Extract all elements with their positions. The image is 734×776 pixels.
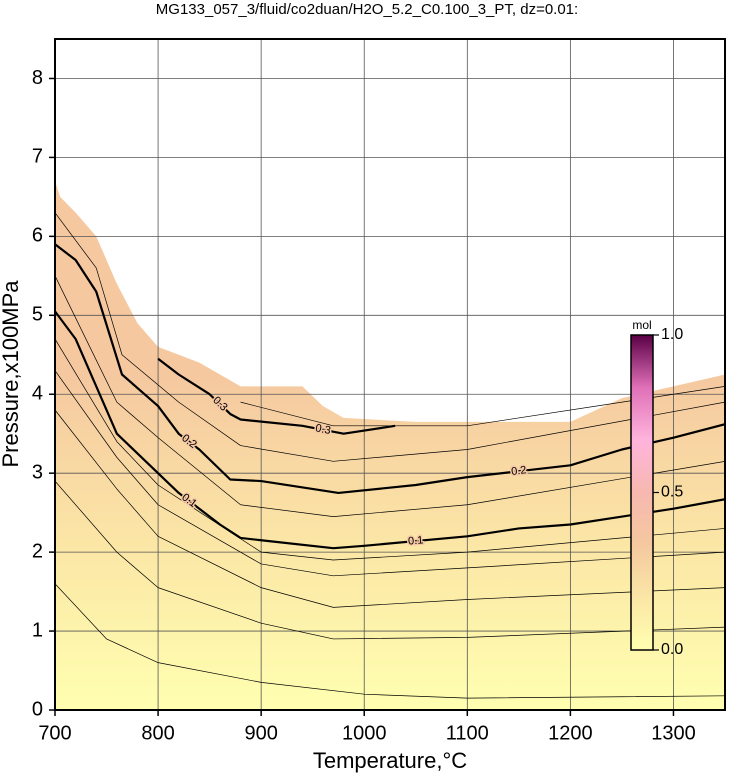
contour-label: 0.3 [314, 422, 331, 437]
chart-title: MG133_057_3/fluid/co2duan/H2O_5.2_C0.100… [156, 1, 578, 18]
contour-minor [240, 385, 725, 427]
plot-frame [54, 38, 726, 711]
contour-minor [55, 275, 725, 517]
contour-major [55, 310, 725, 550]
y-tick-label: 4 [32, 383, 43, 405]
contour-minor [55, 370, 725, 577]
contour-minor [55, 212, 725, 462]
y-axis-label: Pressure,x100MPa [0, 280, 23, 468]
y-tick-label: 0 [32, 698, 43, 720]
contour-minor [55, 480, 725, 640]
x-tick-label: 1000 [342, 722, 387, 744]
y-tick-label: 2 [32, 540, 43, 562]
x-tick-label: 900 [244, 722, 277, 744]
contour-label: 0.1 [408, 534, 424, 547]
y-tick-label: 3 [32, 461, 43, 483]
x-tick-label: 1200 [548, 722, 593, 744]
colorbar [630, 334, 654, 651]
contour-minor [55, 409, 725, 608]
contour-major [157, 357, 396, 435]
colorbar-tick-label: 0.0 [661, 641, 683, 658]
y-tick-label: 1 [32, 619, 43, 641]
y-tick-label: 8 [32, 67, 43, 89]
x-axis-label: Temperature,°C [313, 748, 467, 773]
contour-major [55, 243, 725, 495]
x-tick-label: 700 [38, 722, 71, 744]
y-tick-label: 7 [32, 146, 43, 168]
data-region [55, 181, 725, 710]
x-tick-label: 1100 [446, 722, 489, 744]
colorbar-tick-label: 0.5 [661, 484, 683, 501]
contour-minor [55, 338, 725, 561]
x-tick-label: 800 [141, 722, 174, 744]
contour-minor [55, 583, 725, 699]
y-tick-label: 5 [32, 304, 43, 326]
contour-label: 0.2 [511, 464, 528, 478]
colorbar-label: mol [632, 318, 651, 332]
x-tick-label: 1300 [651, 722, 696, 744]
colorbar-tick-label: 1.0 [661, 326, 683, 343]
plot-area: 0.10.10.20.20.30.3 [55, 39, 725, 710]
y-tick-label: 6 [32, 225, 43, 247]
